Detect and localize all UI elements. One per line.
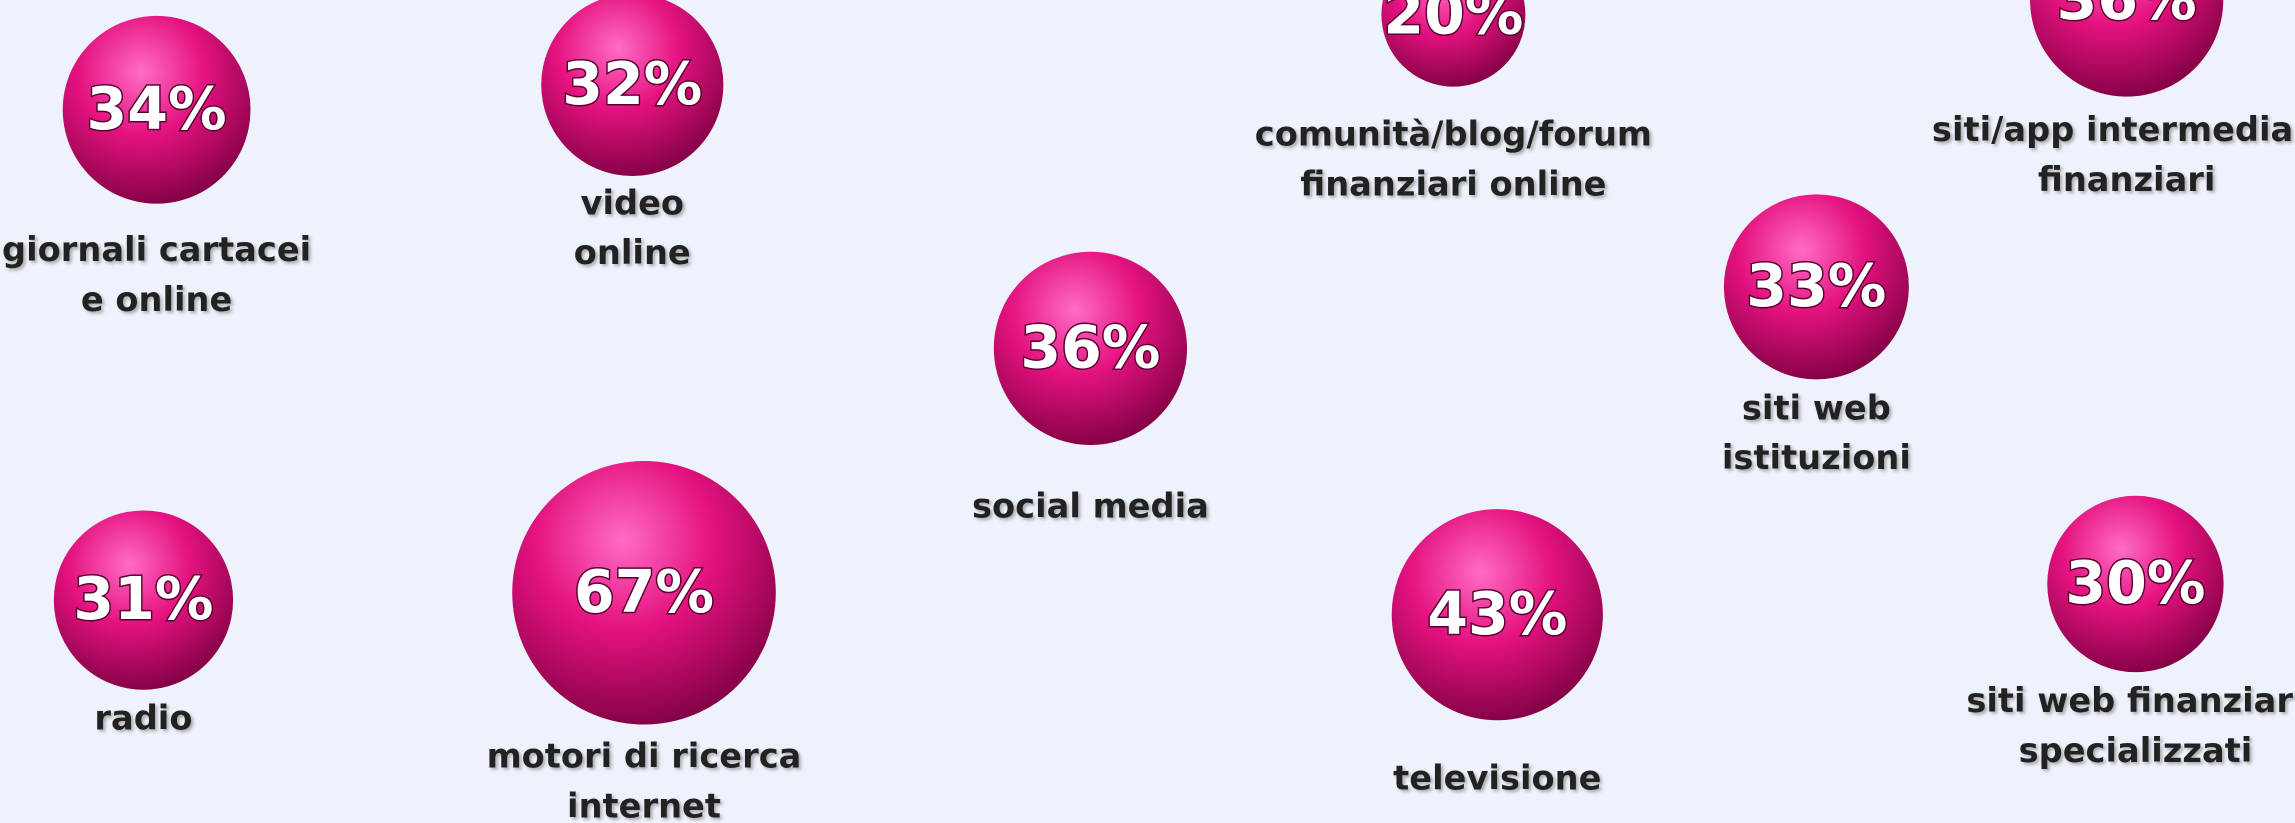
value-label: 67% (574, 558, 714, 626)
value-label: 30% (2065, 549, 2205, 617)
category-label: specializzati (2019, 731, 2253, 770)
category-label: video (581, 183, 685, 222)
bubble (1723, 194, 1909, 380)
value-label: 32% (562, 50, 702, 118)
value-label: 34% (87, 75, 227, 143)
category-label: finanziari online (1300, 164, 1606, 203)
bubble (62, 15, 251, 204)
bubble (1381, 0, 1526, 87)
value-label: 36% (2057, 0, 2197, 33)
bubble (2030, 0, 2224, 97)
category-label: istituzioni (1722, 438, 1911, 477)
category-label: motori di ricerca (487, 737, 802, 776)
bubble (2047, 495, 2224, 673)
category-label: siti web finanziari (1966, 681, 2295, 720)
bubble (512, 460, 776, 725)
category-label: internet (567, 786, 721, 823)
category-label: siti/app intermediari (1932, 110, 2295, 149)
value-label: 20% (1383, 0, 1523, 48)
category-label: comunità/blog/forum (1255, 115, 1652, 154)
value-label: 43% (1427, 580, 1567, 648)
category-label: radio (94, 699, 192, 738)
category-label: e online (81, 280, 233, 319)
category-label: televisione (1393, 759, 1601, 798)
value-label: 36% (1020, 313, 1160, 381)
bubble (53, 510, 234, 690)
category-label: finanziari (2038, 160, 2216, 199)
category-label: siti web (1742, 388, 1891, 427)
value-label: 31% (73, 565, 213, 633)
bubble (1391, 509, 1603, 721)
bubble (541, 0, 724, 176)
value-label: 33% (1746, 252, 1886, 320)
category-label: social media (972, 486, 1209, 525)
bubble (993, 251, 1188, 445)
category-label: online (574, 233, 691, 272)
category-label: giornali cartacei (2, 230, 311, 269)
